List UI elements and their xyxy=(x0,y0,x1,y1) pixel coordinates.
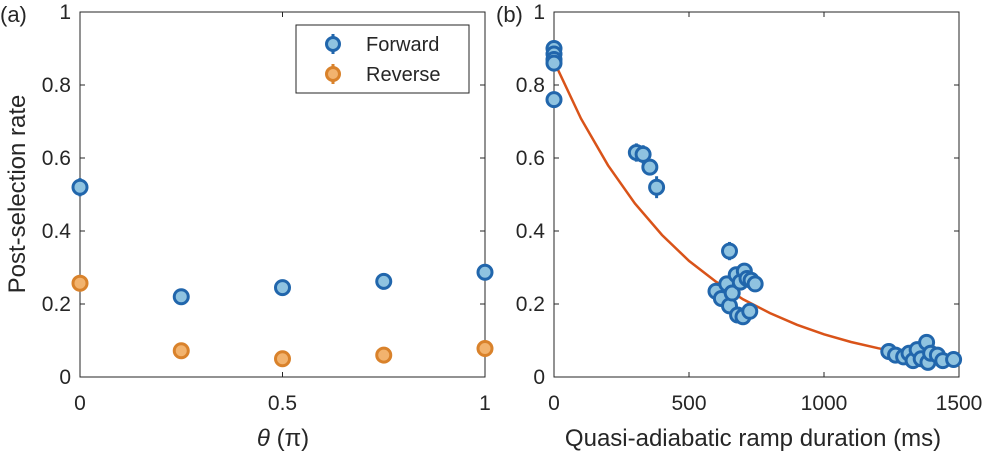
panel-a: 0 0.2 0.4 0.6 0.8 1 0 0.5 1 (a) Post-selection r… xyxy=(0,1,494,452)
panel-a-reverse-point xyxy=(274,350,291,368)
panel-b-ytick-label: 0 xyxy=(533,366,545,389)
panel-a-xtick-label: 0 xyxy=(74,392,86,415)
panel-b-xtick-label: 1000 xyxy=(801,392,848,415)
panel-b-series-point xyxy=(634,145,652,163)
panel-a-xtick-label: 0.5 xyxy=(268,392,297,415)
panel-a-ytick-label: 0.2 xyxy=(42,293,71,316)
panel-b-ytick-label: 0.8 xyxy=(516,74,545,97)
legend-items: Forward Reverse xyxy=(325,34,440,86)
panel-b-ticks: 0 0.2 0.4 0.6 0.8 1 0 500 1000 1500 xyxy=(516,1,983,415)
legend: Forward Reverse xyxy=(295,24,470,94)
panel-a-ytick-label: 0.6 xyxy=(42,147,71,170)
panel-a-reverse-point xyxy=(375,346,393,364)
legend-box xyxy=(295,24,470,94)
panel-a-forward-point xyxy=(375,272,393,290)
panel-b-xtick-label: 0 xyxy=(548,392,560,415)
panel-b-series-point xyxy=(641,158,659,176)
panel-a-forward-point xyxy=(274,279,291,297)
panel-b-series-point xyxy=(721,242,738,260)
panel-b-axes-box xyxy=(553,11,960,378)
legend-reverse-label: Reverse xyxy=(366,64,440,86)
panel-b: 0 0.2 0.4 0.6 0.8 1 0 500 1000 1500 (b) Quasi-adi… xyxy=(496,1,982,452)
panel-b-xtick-label: 1500 xyxy=(936,392,983,415)
panel-a-ytick-label: 0 xyxy=(59,366,71,389)
panel-a-ticks: 0 0.2 0.4 0.6 0.8 1 0 0.5 1 xyxy=(42,1,491,415)
panel-a-forward-point xyxy=(476,263,494,281)
panel-b-series-point xyxy=(545,54,563,72)
panel-a-series xyxy=(71,178,494,368)
panel-b-series-point xyxy=(746,275,764,293)
panel-a-reverse-point xyxy=(71,274,89,292)
panel-b-xlabel: Quasi-adiabatic ramp duration (ms) xyxy=(565,425,941,452)
panel-b-xtick-label: 500 xyxy=(671,392,706,415)
panel-b-series-point xyxy=(648,178,666,196)
panel-a-ylabel: Post-selection rate xyxy=(4,95,31,294)
panel-a-xlabel-symbol: θ xyxy=(257,425,270,452)
panel-b-series-point xyxy=(741,302,759,320)
panel-a-reverse-point xyxy=(172,342,190,360)
panel-b-series-point xyxy=(945,350,963,368)
legend-forward-marker xyxy=(325,36,341,52)
panel-a-ytick-label: 0.8 xyxy=(42,74,71,97)
panel-a-xtick-label: 1 xyxy=(479,392,491,415)
panel-a-forward-point xyxy=(172,288,190,306)
panel-b-series xyxy=(545,40,963,371)
panel-a-label: (a) xyxy=(0,2,27,27)
panel-b-ytick-label: 1 xyxy=(533,1,545,24)
panel-a-ytick-label: 1 xyxy=(59,1,71,24)
legend-forward-label: Forward xyxy=(366,34,439,56)
panel-b-series-point xyxy=(723,284,741,302)
panel-b-ytick-label: 0.2 xyxy=(516,293,545,316)
panel-b-label: (b) xyxy=(496,2,523,27)
panel-a-xlabel: θ (π) xyxy=(257,425,309,452)
legend-reverse-marker xyxy=(325,66,341,82)
panel-b-series-point xyxy=(545,91,563,109)
panel-b-ytick-label: 0.4 xyxy=(516,220,546,243)
panel-a-forward-point xyxy=(71,178,89,196)
panel-a-xlabel-unit: (π) xyxy=(277,425,310,452)
panel-a-reverse-point xyxy=(476,340,494,358)
panel-a-ytick-label: 0.4 xyxy=(42,220,72,243)
panel-b-ytick-label: 0.6 xyxy=(516,147,545,170)
